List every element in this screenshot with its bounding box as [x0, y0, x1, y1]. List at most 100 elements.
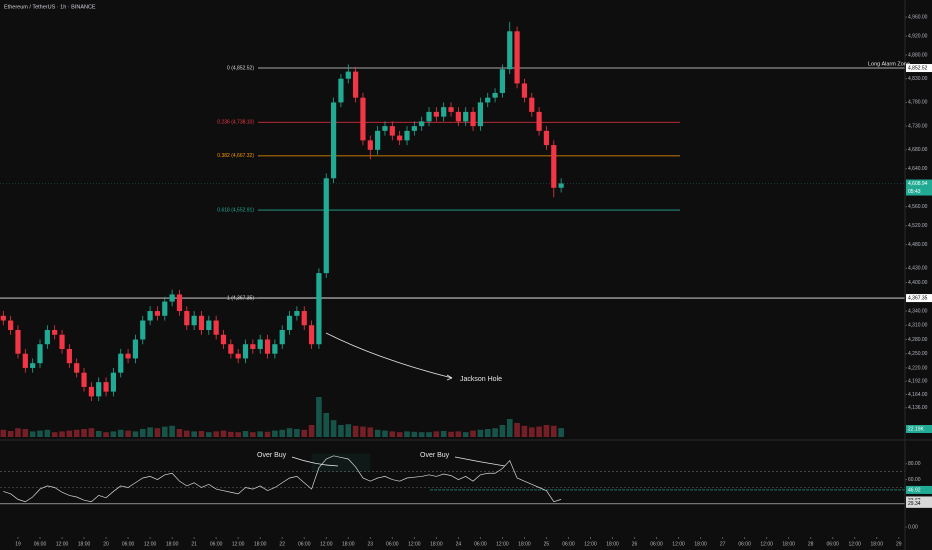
x-tick-label: 06:00 [474, 541, 487, 547]
rsi-label-box [906, 485, 932, 494]
x-tick-label: 12:00 [56, 541, 69, 547]
candle-body [301, 311, 307, 326]
volume-bar [550, 425, 557, 437]
candle-body [294, 311, 300, 316]
candle-body [235, 353, 241, 359]
candle-body [44, 330, 50, 345]
volume-bar [242, 431, 249, 437]
x-tick-label: 20 [103, 541, 109, 547]
rsi-tick-label: 60.00 [908, 477, 921, 483]
candle-body [169, 294, 175, 302]
y-tick-label: 4,730.00 [908, 123, 928, 129]
volume-bar [499, 425, 506, 437]
volume-bar [95, 431, 102, 437]
candle-body [272, 344, 278, 354]
candle-body [411, 126, 417, 131]
arrow-head [446, 374, 453, 381]
x-tick-label: 18:00 [78, 541, 91, 547]
volume-bar [37, 430, 43, 437]
candle-body [507, 31, 513, 70]
candle-body [536, 111, 542, 131]
volume-bar [272, 430, 278, 437]
volume-bar [514, 423, 520, 437]
volume-bar [169, 425, 175, 437]
volume-bar [418, 432, 425, 437]
y-tick-label: 4,680.00 [908, 147, 928, 153]
volume-bar [374, 429, 381, 437]
candle-body [81, 372, 87, 387]
volume-bar [110, 431, 117, 437]
volume-bar [139, 429, 146, 437]
x-tick-label: 12:00 [408, 541, 421, 547]
volume-bar [183, 430, 190, 437]
x-tick-label: 18:00 [430, 541, 443, 547]
volume-bar [389, 431, 396, 437]
volume-bar [294, 429, 300, 437]
price-label: 4,608.94 [908, 181, 928, 187]
volume-bar [558, 428, 564, 437]
x-tick-label: 18:00 [166, 541, 179, 547]
volume-bar [198, 431, 205, 437]
volume-bar [228, 431, 234, 437]
candle-body [118, 353, 124, 373]
volume-bar [22, 429, 29, 437]
x-tick-label: 12:00 [672, 541, 685, 547]
x-tick-label: 18:00 [694, 541, 707, 547]
candle-body [308, 325, 315, 345]
x-tick-label: 06:00 [826, 541, 839, 547]
candle-body [250, 344, 256, 349]
price-label: 4,852.52 [908, 65, 928, 71]
x-tick-label: 06:00 [650, 541, 663, 547]
x-tick-label: 25 [544, 541, 550, 547]
candle-body [419, 121, 425, 127]
x-tick-label: 21 [191, 541, 197, 547]
volume-bar [286, 428, 293, 437]
candle-body [492, 92, 498, 98]
candle-body [176, 294, 183, 312]
candle-body [242, 344, 249, 359]
chart-title: Ethereum / TetherUS · 1h · BINANCE [4, 4, 96, 10]
volume-bar [220, 430, 227, 437]
rsi-tick-label: 80.00 [908, 461, 921, 467]
candle-body [22, 353, 28, 368]
fib-label: 0.382 (4,667.32) [217, 153, 254, 159]
volume-bar [117, 429, 124, 437]
volume-bar [132, 431, 139, 437]
rsi-tick-label: 0.00 [908, 524, 918, 530]
volume-bar [426, 432, 432, 437]
volume-bar [257, 431, 263, 437]
line-label: Long Alarm Zone [868, 61, 910, 67]
x-tick-label: 12:00 [496, 541, 509, 547]
volume-bar [147, 427, 153, 437]
candle-body [448, 107, 454, 112]
x-tick-label: 06:00 [34, 541, 47, 547]
volume-bar [279, 429, 286, 437]
volume-bar [330, 420, 337, 437]
candle-body [154, 311, 161, 316]
candle-body [316, 273, 322, 345]
volume-bar [492, 428, 498, 437]
candle-body [52, 330, 58, 335]
x-tick-label: 18:00 [342, 541, 355, 547]
candle-body [184, 311, 190, 326]
fib-label: 0 (4,852.52) [227, 65, 254, 71]
volume-label: 22.19K [908, 426, 925, 432]
volume-bar [360, 426, 366, 437]
fib-label: 0.236 (4,738.10) [217, 120, 254, 126]
volume-bar [176, 429, 183, 437]
candle-body [330, 102, 337, 179]
volume-bar [528, 427, 535, 437]
y-tick-label: 4,136.00 [908, 405, 928, 411]
x-tick-label: 06:00 [122, 541, 135, 547]
x-tick-label: 06:00 [210, 541, 223, 547]
annotation: Over Buy [420, 452, 450, 459]
candle-body [66, 348, 72, 364]
x-tick-label: 18:00 [518, 541, 531, 547]
volume-bar [0, 429, 7, 437]
y-tick-label: 4,920.00 [908, 33, 928, 39]
volume-bar [301, 429, 308, 437]
price-label: 4,367.35 [908, 295, 928, 301]
fib-label: 0.618 (4,552.91) [217, 207, 254, 213]
volume-bar [73, 429, 80, 437]
